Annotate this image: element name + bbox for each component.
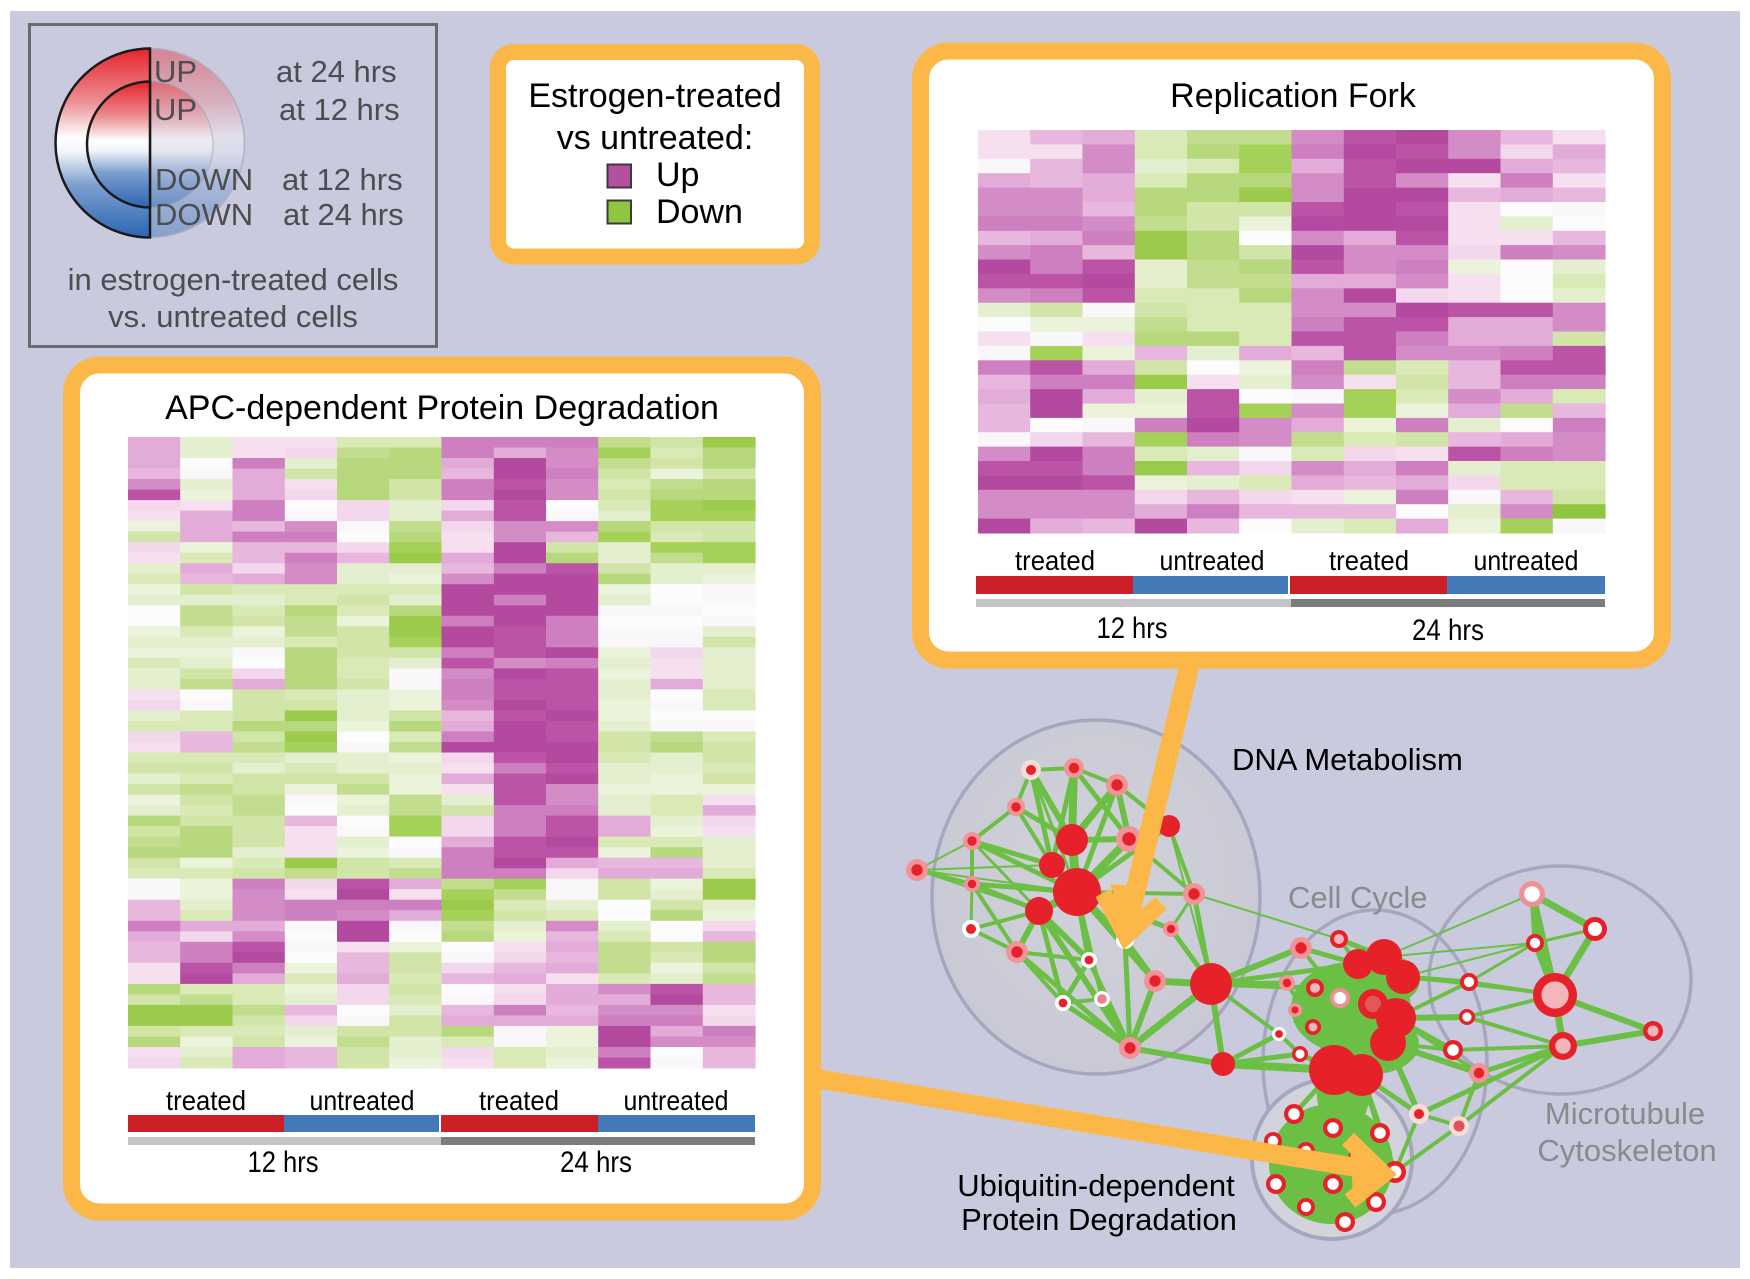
svg-text:untreated: untreated: [310, 1085, 415, 1116]
svg-text:DOWN: DOWN: [155, 197, 253, 232]
svg-text:APC-dependent Protein Degradat: APC-dependent Protein Degradation: [165, 389, 719, 427]
svg-text:DNA Metabolism: DNA Metabolism: [1232, 742, 1463, 777]
svg-text:Replication Fork: Replication Fork: [1170, 77, 1417, 115]
svg-text:at 12 hrs: at 12 hrs: [279, 92, 400, 127]
svg-text:DOWN: DOWN: [155, 162, 253, 197]
svg-text:12 hrs: 12 hrs: [1097, 612, 1168, 645]
svg-text:at 12 hrs: at 12 hrs: [282, 162, 403, 197]
svg-text:Down: Down: [656, 193, 743, 231]
svg-text:vs untreated:: vs untreated:: [557, 119, 754, 157]
svg-text:treated: treated: [1329, 545, 1409, 576]
svg-text:Ubiquitin-dependent: Ubiquitin-dependent: [957, 1168, 1235, 1203]
svg-text:UP: UP: [154, 92, 197, 127]
svg-text:Up: Up: [656, 156, 699, 194]
svg-text:24 hrs: 24 hrs: [560, 1146, 632, 1179]
svg-text:Cytoskeleton: Cytoskeleton: [1537, 1133, 1716, 1168]
svg-text:at 24 hrs: at 24 hrs: [283, 197, 404, 232]
svg-text:untreated: untreated: [624, 1085, 729, 1116]
svg-text:untreated: untreated: [1474, 545, 1579, 576]
svg-text:UP: UP: [154, 54, 197, 89]
svg-text:in estrogen-treated cells: in estrogen-treated cells: [68, 262, 399, 297]
svg-text:Microtubule: Microtubule: [1545, 1096, 1705, 1131]
svg-text:12 hrs: 12 hrs: [248, 1146, 319, 1179]
svg-text:Estrogen-treated: Estrogen-treated: [528, 77, 781, 115]
svg-text:untreated: untreated: [1160, 545, 1265, 576]
svg-text:vs. untreated cells: vs. untreated cells: [108, 299, 358, 334]
svg-text:treated: treated: [166, 1085, 246, 1116]
svg-text:Protein Degradation: Protein Degradation: [961, 1202, 1237, 1237]
svg-text:24 hrs: 24 hrs: [1412, 614, 1484, 647]
svg-text:treated: treated: [1015, 545, 1095, 576]
svg-text:Cell Cycle: Cell Cycle: [1288, 880, 1428, 915]
svg-text:at 24 hrs: at 24 hrs: [276, 54, 397, 89]
svg-text:treated: treated: [479, 1085, 559, 1116]
